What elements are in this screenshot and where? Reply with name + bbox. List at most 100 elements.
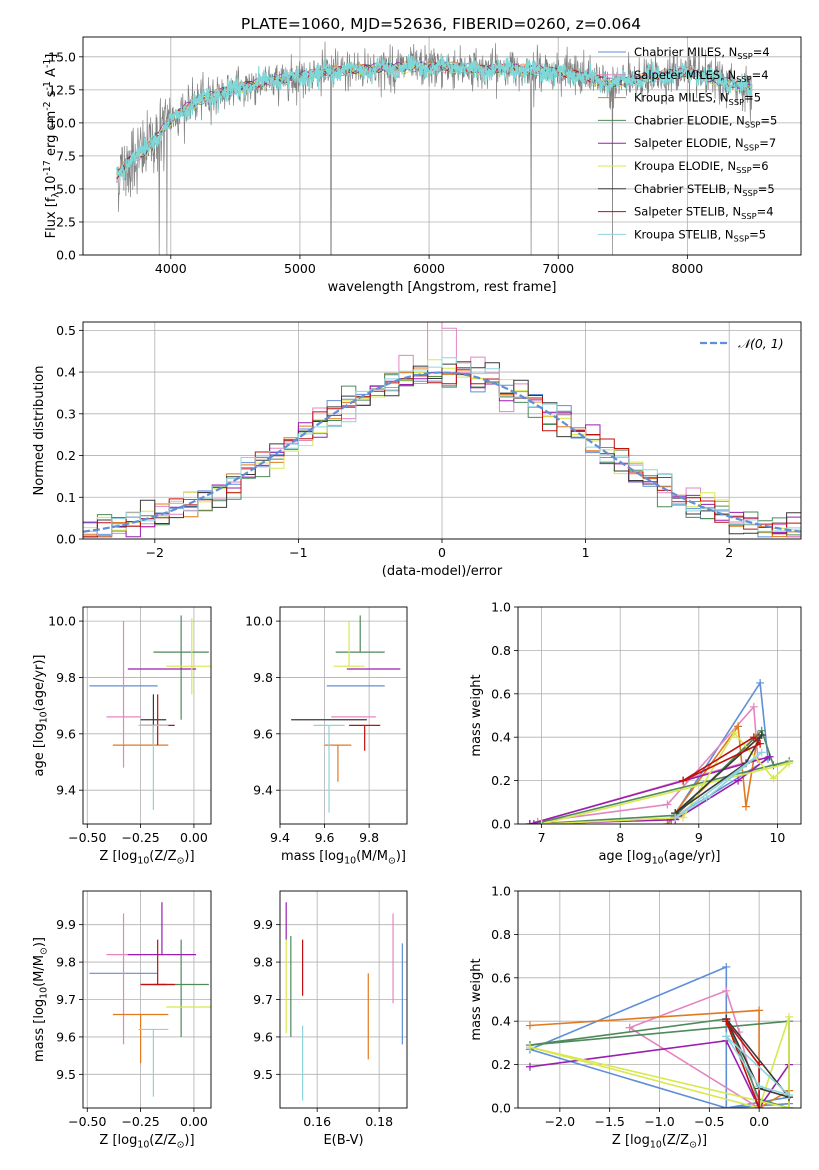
x-tick-label: 6000: [413, 261, 445, 276]
x-tick-label: 9: [695, 830, 703, 845]
y-tick-label: 10.0: [48, 614, 76, 629]
y-tick-label: 9.6: [253, 726, 273, 741]
x-tick-label: 4000: [155, 261, 187, 276]
y-tick-label: 0.4: [491, 1014, 511, 1029]
y-tick-label: 9.4: [56, 783, 76, 798]
weight-marker: [755, 1006, 764, 1015]
weight-marker: [722, 962, 731, 971]
y-tick-label: 9.6: [253, 1029, 273, 1044]
weight-marker: [525, 1062, 534, 1071]
x-tick-label: 0.18: [365, 1114, 393, 1129]
weight-marker: [756, 739, 765, 748]
y-tick-label: 10.0: [245, 614, 273, 629]
weight-line: [529, 1018, 790, 1108]
plot-area: [285, 902, 403, 1101]
y-tick-label: 0.0: [491, 817, 511, 832]
x-tick-label: 1: [582, 545, 590, 560]
y-tick-label: 0.2: [491, 773, 511, 788]
plot-area: [525, 678, 794, 824]
y-tick-label: 0.0: [56, 532, 76, 547]
x-tick-label: 7: [538, 830, 546, 845]
x-tick-label: 8: [616, 830, 624, 845]
legend-entry: Kroupa STELIB, NSSP=5: [634, 227, 766, 243]
y-tick-label: 0.8: [491, 643, 511, 658]
plot-area: [89, 902, 211, 1097]
weight-marker: [722, 986, 731, 995]
plot-area: [83, 322, 801, 539]
axes-frame: [82, 321, 802, 540]
y-tick-label: 0.2: [491, 1057, 511, 1072]
x-tick-label: −1.5: [594, 1114, 624, 1129]
y-tick-label: 9.8: [253, 955, 273, 970]
weight-marker: [749, 702, 758, 711]
weight-marker: [525, 1021, 534, 1030]
weight-line: [670, 680, 769, 821]
x-axis-label: (data-model)/error: [382, 564, 503, 579]
weight-line: [541, 731, 792, 824]
axes-mass_vs_Z: −0.50 −0.25 0.00 9.5 9.6 9.7 9.8 9.9 Z [log10(Z/…: [32, 890, 212, 1151]
y-tick-label: 0.4: [491, 730, 511, 745]
y-tick-label: 0.0: [56, 248, 76, 263]
axes-frame: [82, 890, 212, 1109]
weight-marker: [734, 722, 743, 731]
best-model-spectrum: [116, 54, 753, 183]
axes-age_vs_mass: 9.4 9.6 9.8 9.4 9.6 9.8 10.0 mass [log10(M/M⊙)]: [245, 606, 408, 867]
axes-spectrum: 4000 5000 6000 7000 8000 0.0 2.5 5.0 7.5 10.0 12.5…: [42, 36, 802, 295]
plot-area: [525, 962, 794, 1108]
weight-line: [682, 736, 762, 782]
y-tick-label: 9.6: [56, 1029, 76, 1044]
weight-marker: [734, 776, 743, 785]
y-tick-label: 9.7: [56, 992, 76, 1007]
axes-frame: [279, 606, 408, 825]
y-tick-label: 0.6: [491, 686, 511, 701]
y-tick-label: 5.0: [56, 181, 76, 196]
axes-mass_vs_ebv: 0.16 0.18 9.5 9.6 9.7 9.8 9.9 E(B-V): [253, 890, 408, 1148]
legend-entry: Kroupa ELODIE, NSSP=6: [634, 159, 769, 175]
legend-entry: Salpeter STELIB, NSSP=4: [634, 205, 774, 221]
x-axis-label: E(B-V): [323, 1133, 363, 1148]
y-tick-label: 2.5: [56, 214, 76, 229]
weight-marker: [663, 800, 672, 809]
weight-marker: [663, 820, 672, 824]
y-tick-label: 1.0: [491, 884, 511, 899]
axes-frame: [279, 890, 408, 1109]
plot-area: [291, 615, 401, 813]
y-tick-label: 9.6: [56, 726, 76, 741]
x-tick-label: −0.25: [121, 830, 159, 845]
weight-marker: [769, 774, 778, 783]
x-tick-label: 8000: [671, 261, 703, 276]
axes-weight_vs_Z: −2.0 −1.5 −1.0 −0.5 0.0 0.0 0.2 0.4 0.6 0.8 1.0 Z […: [469, 884, 802, 1151]
legend-entry: Kroupa MILES, NSSP=5: [634, 91, 761, 107]
x-tick-label: −1: [289, 545, 307, 560]
y-tick-label: 10.0: [48, 115, 76, 130]
weight-marker: [730, 728, 739, 737]
weight-marker: [785, 1012, 794, 1021]
weight-marker: [765, 752, 774, 761]
y-axis-label: age [log10(age/yr)]: [32, 654, 50, 776]
plot-area: [89, 615, 211, 810]
weight-line: [537, 704, 759, 823]
weight-marker: [525, 820, 534, 824]
weight-marker: [537, 820, 546, 824]
histogram-step: [83, 357, 801, 539]
normal-curve: [83, 371, 801, 533]
x-axis-label: wavelength [Angstrom, rest frame]: [328, 280, 557, 295]
x-tick-label: −2: [146, 545, 164, 560]
x-axis-label: mass [log10(M/M⊙)]: [281, 849, 406, 867]
weight-line: [529, 755, 771, 824]
legend-entry: Chabrier MILES, NSSP=4: [634, 45, 770, 61]
y-tick-label: 9.5: [56, 1067, 76, 1082]
grid: [280, 891, 407, 1108]
x-tick-label: 0.00: [180, 1114, 208, 1129]
legend-entry: 𝒩(0, 1): [738, 336, 784, 351]
weight-marker: [785, 759, 794, 768]
axes-frame: [517, 606, 802, 825]
y-tick-label: 0.2: [56, 448, 76, 463]
x-axis-label: Z [log10(Z/Z⊙)]: [99, 1133, 194, 1151]
x-tick-label: 0.0: [749, 1114, 769, 1129]
y-tick-label: 0.5: [56, 323, 76, 338]
legend-entry: Chabrier STELIB, NSSP=5: [634, 182, 775, 198]
axes-residual_hist: −2 −1 0 1 2 0.0 0.1 0.2 0.3 0.4 0.5 (data-model)/er…: [32, 321, 802, 579]
weight-marker: [679, 813, 688, 822]
